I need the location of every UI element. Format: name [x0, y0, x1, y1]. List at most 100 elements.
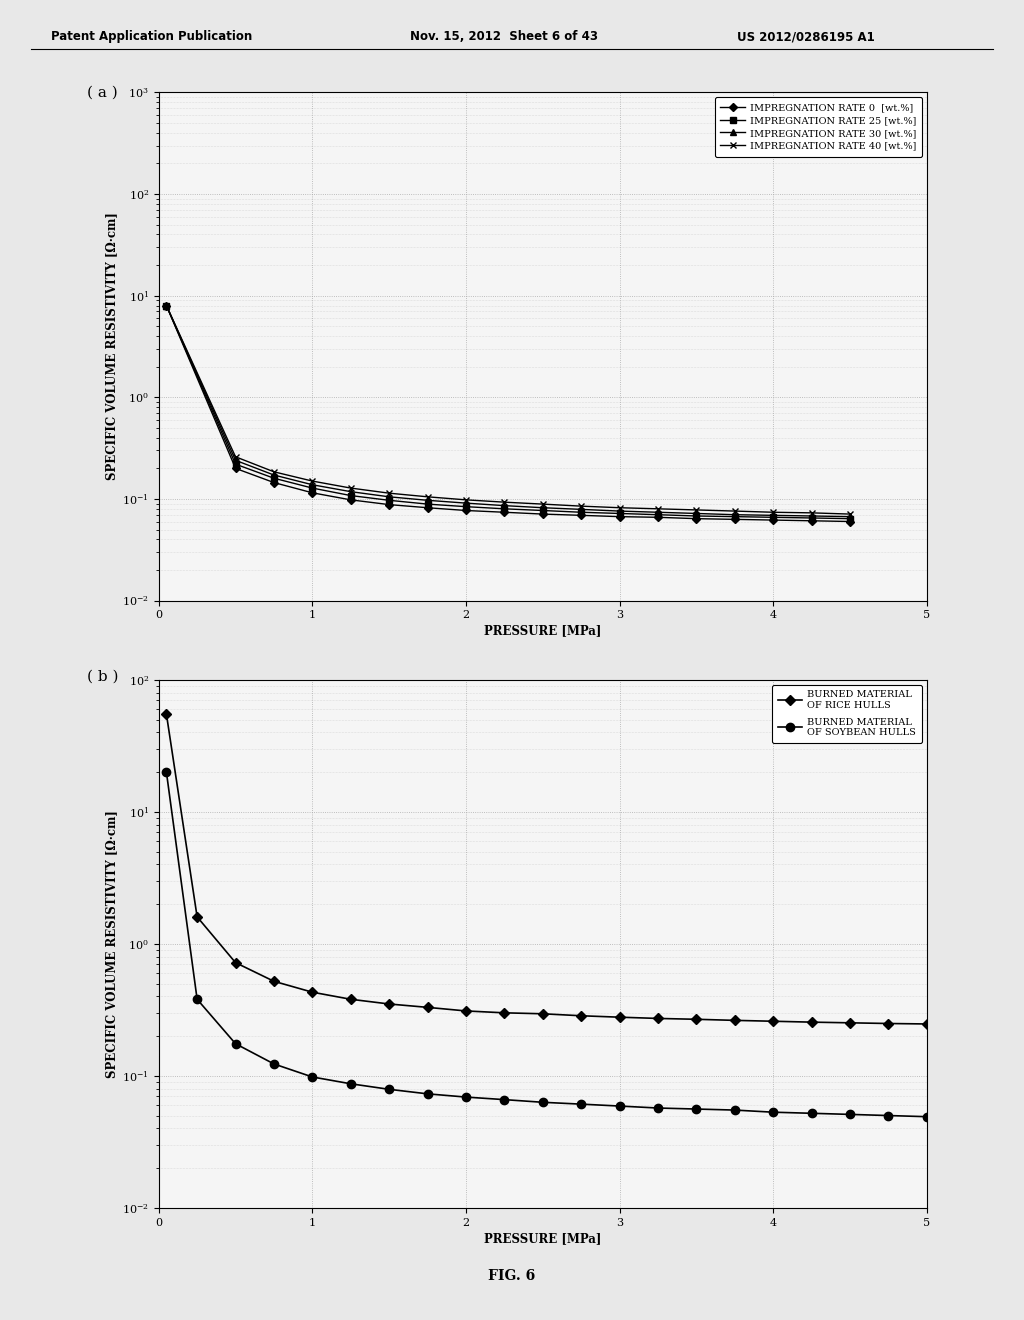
- BURNED MATERIAL
OF RICE HULLS: [383, 997, 395, 1012]
- IMPREGNATION RATE 0  [wt.%]: [729, 511, 741, 527]
- IMPREGNATION RATE 0  [wt.%]: [844, 513, 856, 529]
- Text: FIG. 6: FIG. 6: [488, 1269, 536, 1283]
- IMPREGNATION RATE 40 [wt.%]: [383, 486, 395, 502]
- BURNED MATERIAL
OF SOYBEAN HULLS: [160, 764, 172, 780]
- IMPREGNATION RATE 30 [wt.%]: [613, 503, 626, 519]
- BURNED MATERIAL
OF SOYBEAN HULLS: [690, 1101, 702, 1117]
- BURNED MATERIAL
OF RICE HULLS: [537, 1006, 549, 1022]
- IMPREGNATION RATE 30 [wt.%]: [844, 508, 856, 524]
- BURNED MATERIAL
OF RICE HULLS: [460, 1003, 472, 1019]
- IMPREGNATION RATE 25 [wt.%]: [652, 507, 665, 523]
- IMPREGNATION RATE 40 [wt.%]: [844, 506, 856, 521]
- IMPREGNATION RATE 40 [wt.%]: [729, 503, 741, 519]
- IMPREGNATION RATE 40 [wt.%]: [690, 502, 702, 517]
- BURNED MATERIAL
OF RICE HULLS: [306, 985, 318, 1001]
- IMPREGNATION RATE 30 [wt.%]: [383, 488, 395, 504]
- Line: BURNED MATERIAL
OF RICE HULLS: BURNED MATERIAL OF RICE HULLS: [163, 710, 930, 1027]
- IMPREGNATION RATE 25 [wt.%]: [613, 506, 626, 521]
- BURNED MATERIAL
OF SOYBEAN HULLS: [844, 1106, 856, 1122]
- BURNED MATERIAL
OF RICE HULLS: [883, 1015, 895, 1031]
- BURNED MATERIAL
OF RICE HULLS: [344, 991, 357, 1007]
- Line: IMPREGNATION RATE 25 [wt.%]: IMPREGNATION RATE 25 [wt.%]: [164, 302, 853, 521]
- IMPREGNATION RATE 30 [wt.%]: [537, 500, 549, 516]
- IMPREGNATION RATE 30 [wt.%]: [306, 477, 318, 492]
- BURNED MATERIAL
OF RICE HULLS: [160, 706, 172, 722]
- IMPREGNATION RATE 25 [wt.%]: [306, 480, 318, 496]
- IMPREGNATION RATE 40 [wt.%]: [575, 498, 588, 513]
- IMPREGNATION RATE 0  [wt.%]: [690, 511, 702, 527]
- IMPREGNATION RATE 30 [wt.%]: [729, 507, 741, 523]
- IMPREGNATION RATE 0  [wt.%]: [767, 512, 779, 528]
- IMPREGNATION RATE 25 [wt.%]: [690, 508, 702, 524]
- BURNED MATERIAL
OF SOYBEAN HULLS: [537, 1094, 549, 1110]
- BURNED MATERIAL
OF RICE HULLS: [921, 1016, 933, 1032]
- BURNED MATERIAL
OF RICE HULLS: [613, 1010, 626, 1026]
- IMPREGNATION RATE 0  [wt.%]: [229, 461, 242, 477]
- IMPREGNATION RATE 30 [wt.%]: [229, 453, 242, 469]
- IMPREGNATION RATE 25 [wt.%]: [729, 508, 741, 524]
- BURNED MATERIAL
OF SOYBEAN HULLS: [806, 1105, 818, 1121]
- BURNED MATERIAL
OF SOYBEAN HULLS: [613, 1098, 626, 1114]
- IMPREGNATION RATE 0  [wt.%]: [460, 503, 472, 519]
- BURNED MATERIAL
OF SOYBEAN HULLS: [268, 1056, 281, 1072]
- IMPREGNATION RATE 30 [wt.%]: [344, 483, 357, 499]
- BURNED MATERIAL
OF SOYBEAN HULLS: [499, 1092, 511, 1107]
- IMPREGNATION RATE 0  [wt.%]: [268, 475, 281, 491]
- BURNED MATERIAL
OF RICE HULLS: [229, 954, 242, 970]
- IMPREGNATION RATE 40 [wt.%]: [160, 297, 172, 313]
- BURNED MATERIAL
OF RICE HULLS: [729, 1012, 741, 1028]
- IMPREGNATION RATE 40 [wt.%]: [537, 496, 549, 512]
- IMPREGNATION RATE 25 [wt.%]: [537, 503, 549, 519]
- X-axis label: PRESSURE [MPa]: PRESSURE [MPa]: [484, 1232, 601, 1245]
- IMPREGNATION RATE 30 [wt.%]: [160, 297, 172, 313]
- Line: IMPREGNATION RATE 40 [wt.%]: IMPREGNATION RATE 40 [wt.%]: [163, 302, 853, 517]
- IMPREGNATION RATE 40 [wt.%]: [268, 463, 281, 479]
- IMPREGNATION RATE 40 [wt.%]: [499, 494, 511, 510]
- X-axis label: PRESSURE [MPa]: PRESSURE [MPa]: [484, 624, 601, 638]
- IMPREGNATION RATE 0  [wt.%]: [575, 507, 588, 523]
- BURNED MATERIAL
OF SOYBEAN HULLS: [344, 1076, 357, 1092]
- IMPREGNATION RATE 25 [wt.%]: [460, 499, 472, 515]
- BURNED MATERIAL
OF SOYBEAN HULLS: [460, 1089, 472, 1105]
- BURNED MATERIAL
OF SOYBEAN HULLS: [767, 1105, 779, 1121]
- IMPREGNATION RATE 0  [wt.%]: [652, 510, 665, 525]
- IMPREGNATION RATE 0  [wt.%]: [422, 500, 434, 516]
- IMPREGNATION RATE 40 [wt.%]: [652, 500, 665, 516]
- IMPREGNATION RATE 30 [wt.%]: [652, 504, 665, 520]
- BURNED MATERIAL
OF RICE HULLS: [844, 1015, 856, 1031]
- BURNED MATERIAL
OF SOYBEAN HULLS: [921, 1109, 933, 1125]
- BURNED MATERIAL
OF RICE HULLS: [499, 1005, 511, 1020]
- IMPREGNATION RATE 25 [wt.%]: [499, 500, 511, 516]
- Line: IMPREGNATION RATE 30 [wt.%]: IMPREGNATION RATE 30 [wt.%]: [164, 302, 853, 519]
- IMPREGNATION RATE 0  [wt.%]: [160, 297, 172, 313]
- IMPREGNATION RATE 25 [wt.%]: [160, 297, 172, 313]
- BURNED MATERIAL
OF SOYBEAN HULLS: [190, 991, 203, 1007]
- IMPREGNATION RATE 0  [wt.%]: [613, 508, 626, 524]
- IMPREGNATION RATE 25 [wt.%]: [575, 504, 588, 520]
- IMPREGNATION RATE 0  [wt.%]: [306, 484, 318, 500]
- BURNED MATERIAL
OF RICE HULLS: [422, 999, 434, 1015]
- IMPREGNATION RATE 0  [wt.%]: [806, 513, 818, 529]
- IMPREGNATION RATE 40 [wt.%]: [806, 506, 818, 521]
- BURNED MATERIAL
OF SOYBEAN HULLS: [652, 1100, 665, 1115]
- BURNED MATERIAL
OF RICE HULLS: [190, 909, 203, 925]
- IMPREGNATION RATE 30 [wt.%]: [268, 467, 281, 483]
- IMPREGNATION RATE 40 [wt.%]: [229, 449, 242, 465]
- IMPREGNATION RATE 25 [wt.%]: [268, 470, 281, 486]
- IMPREGNATION RATE 30 [wt.%]: [499, 498, 511, 513]
- IMPREGNATION RATE 40 [wt.%]: [460, 492, 472, 508]
- Text: ( b ): ( b ): [87, 669, 119, 684]
- BURNED MATERIAL
OF SOYBEAN HULLS: [306, 1069, 318, 1085]
- IMPREGNATION RATE 30 [wt.%]: [690, 506, 702, 521]
- IMPREGNATION RATE 30 [wt.%]: [575, 502, 588, 517]
- BURNED MATERIAL
OF SOYBEAN HULLS: [383, 1081, 395, 1097]
- IMPREGNATION RATE 25 [wt.%]: [844, 511, 856, 527]
- IMPREGNATION RATE 30 [wt.%]: [767, 507, 779, 523]
- IMPREGNATION RATE 30 [wt.%]: [806, 508, 818, 524]
- BURNED MATERIAL
OF RICE HULLS: [268, 973, 281, 989]
- BURNED MATERIAL
OF SOYBEAN HULLS: [575, 1096, 588, 1111]
- IMPREGNATION RATE 40 [wt.%]: [306, 473, 318, 488]
- IMPREGNATION RATE 30 [wt.%]: [422, 492, 434, 508]
- BURNED MATERIAL
OF RICE HULLS: [690, 1011, 702, 1027]
- BURNED MATERIAL
OF SOYBEAN HULLS: [883, 1107, 895, 1123]
